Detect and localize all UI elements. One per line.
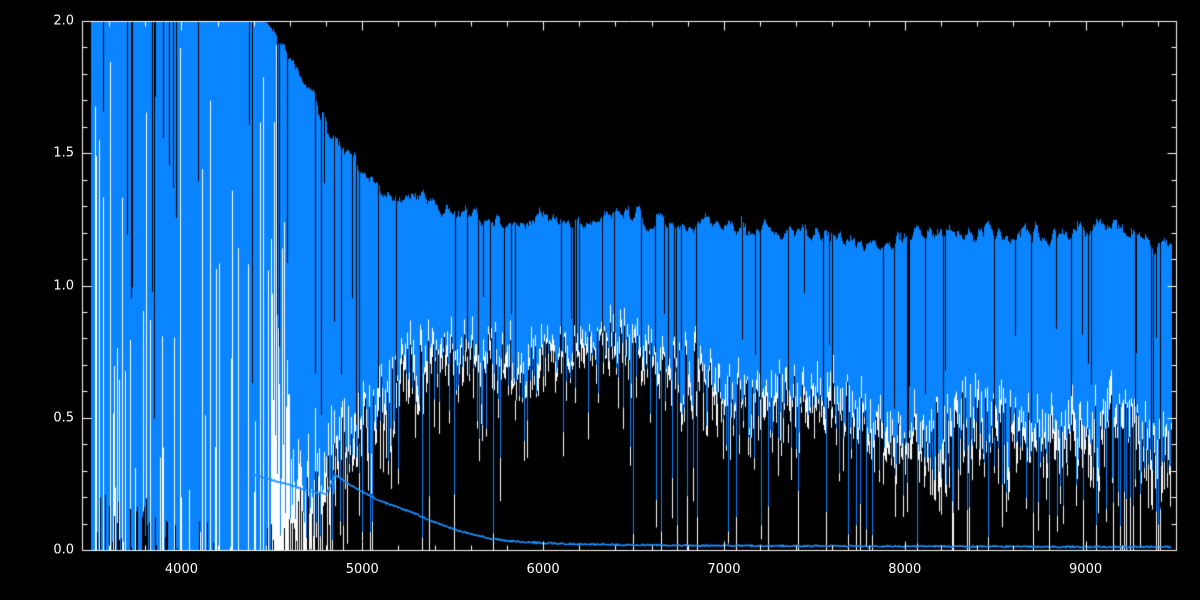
x-axis-tick-label: 6000 <box>526 562 560 577</box>
y-axis-tick-label: 0.0 <box>53 542 74 558</box>
y-axis-tick-label: 1.0 <box>53 278 74 293</box>
x-axis-tick-label: 7000 <box>707 562 741 577</box>
y-axis-tick-label: 0.5 <box>53 410 74 426</box>
y-axis-tick-label: 2.0 <box>53 13 74 29</box>
y-axis-tick-label: 1.5 <box>53 145 74 161</box>
x-axis-tick-label: 4000 <box>164 562 198 577</box>
x-axis-tick-label: 9000 <box>1069 562 1103 577</box>
x-axis-tick-label: 5000 <box>345 562 379 577</box>
x-axis-tick-label: 8000 <box>888 562 922 577</box>
